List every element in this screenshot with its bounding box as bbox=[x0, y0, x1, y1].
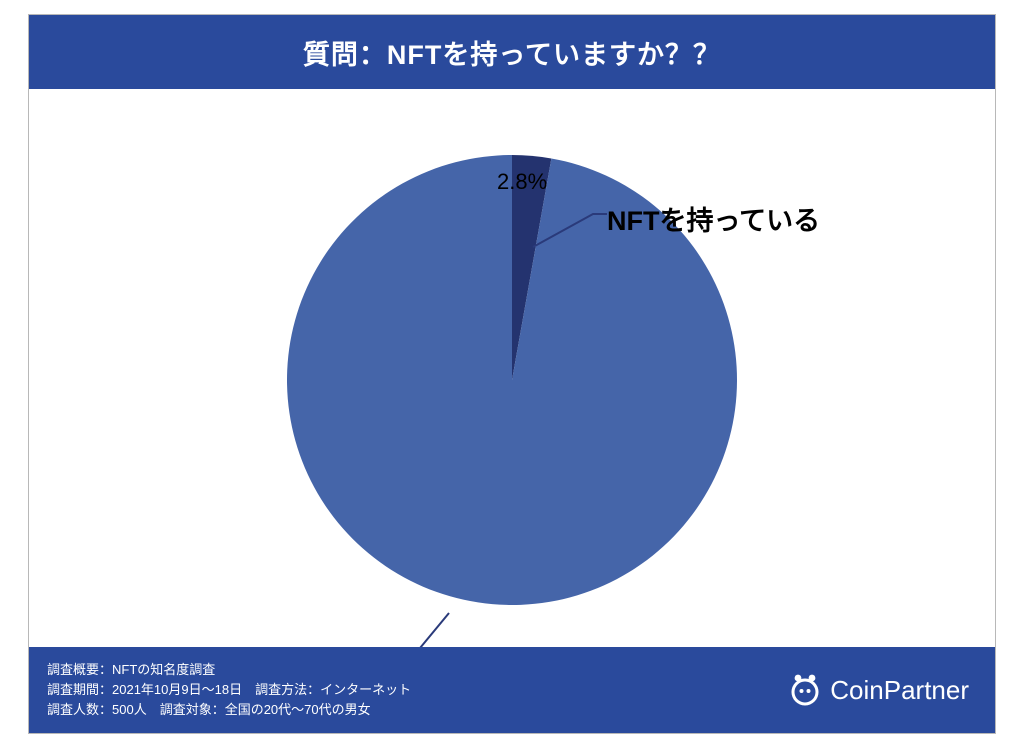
footer-bar: 調査概要：NFTの知名度調査 調査期間：2021年10月9日〜18日 調査方法：… bbox=[29, 647, 995, 733]
survey-meta-line: 調査概要：NFTの知名度調査 bbox=[47, 660, 411, 680]
slide-frame: 質問：NFTを持っていますか？？ 2.8% NFTを持っている 97.2% NF… bbox=[28, 14, 996, 734]
slide-title: 質問：NFTを持っていますか？？ bbox=[303, 33, 721, 72]
slice-label-have: NFTを持っている bbox=[607, 199, 820, 238]
brand: CoinPartner bbox=[788, 673, 969, 707]
slice-percent-have: 2.8% bbox=[497, 169, 547, 195]
brand-icon bbox=[788, 673, 822, 707]
brand-name: CoinPartner bbox=[830, 675, 969, 706]
survey-meta-line: 調査人数：500人 調査対象：全国の20代〜70代の男女 bbox=[47, 700, 411, 720]
survey-meta: 調査概要：NFTの知名度調査 調査期間：2021年10月9日〜18日 調査方法：… bbox=[47, 660, 411, 720]
title-bar: 質問：NFTを持っていますか？？ bbox=[29, 15, 995, 89]
survey-meta-line: 調査期間：2021年10月9日〜18日 調査方法：インターネット bbox=[47, 680, 411, 700]
chart-area: 2.8% NFTを持っている 97.2% NFTを持っていない bbox=[29, 89, 995, 649]
